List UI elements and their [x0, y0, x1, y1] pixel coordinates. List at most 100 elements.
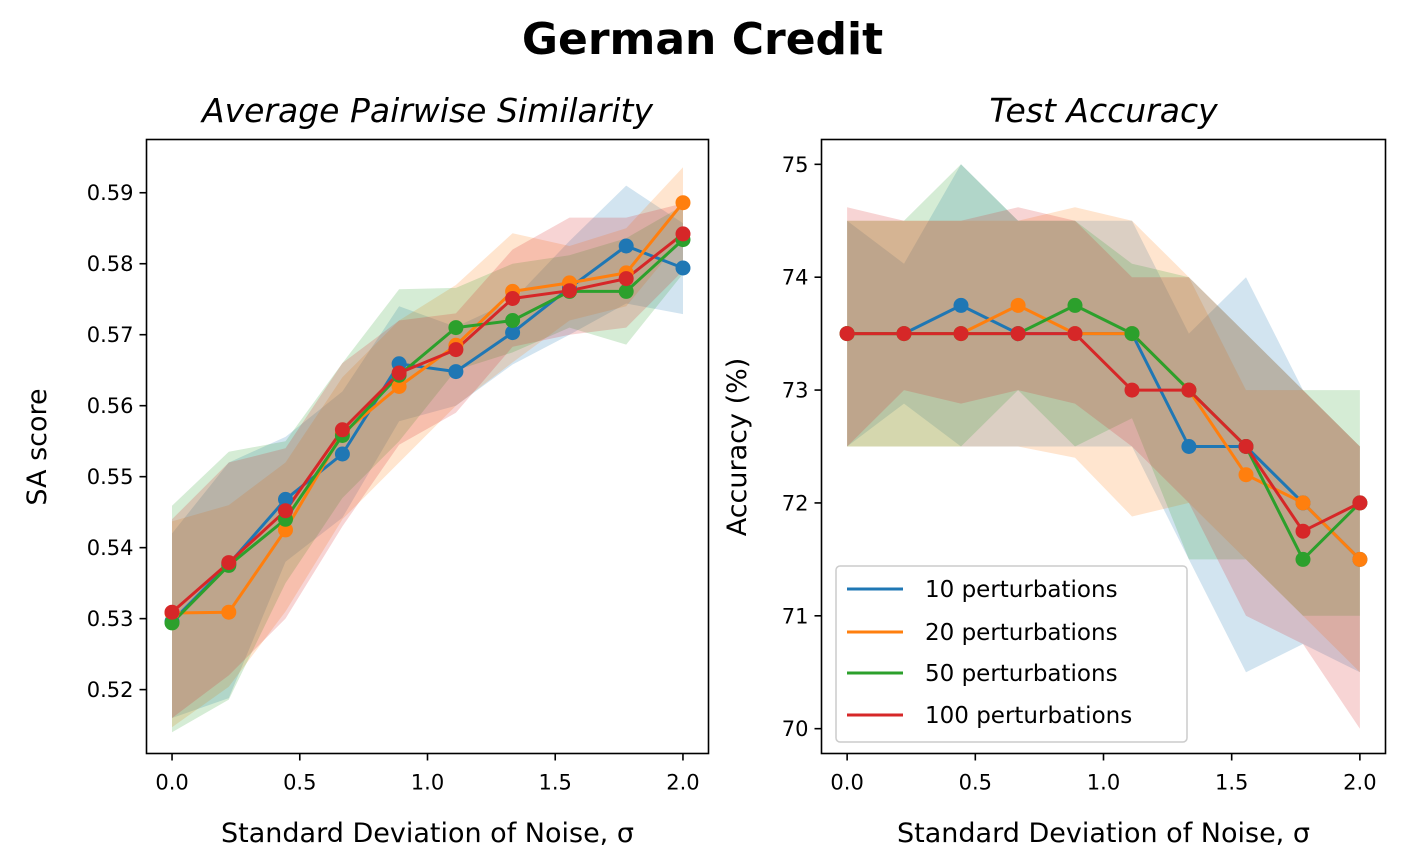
left-x-ticks: 0.0 0.5 1.0 1.5 2.0 — [155, 753, 700, 795]
right-series-lines — [847, 303, 1361, 561]
y-tick-label: 0.53 — [87, 607, 134, 631]
right-confidence-bands — [847, 164, 1360, 729]
data-point — [1295, 495, 1311, 511]
y-tick-label: 0.55 — [87, 465, 134, 489]
y-tick-label: 74 — [782, 266, 809, 290]
data-point — [505, 325, 521, 341]
data-point — [164, 604, 180, 620]
left-y-ticks: 0.52 0.53 0.54 0.55 0.56 0.57 0.58 0.59 — [87, 181, 147, 702]
confidence-band — [172, 185, 683, 719]
data-point — [505, 291, 521, 306]
y-tick-label: 71 — [782, 604, 809, 628]
confidence-band — [847, 164, 1360, 673]
data-point — [1295, 551, 1311, 567]
x-tick-label: 1.5 — [539, 771, 572, 795]
y-tick-label: 0.56 — [87, 394, 134, 418]
series-line — [171, 201, 685, 615]
x-tick-label: 2.0 — [1343, 771, 1376, 795]
data-point — [278, 522, 293, 538]
legend-entry: 100 perturbations — [847, 703, 1132, 729]
data-point — [278, 503, 293, 519]
figure-title: German Credit — [521, 14, 884, 65]
legend-label: 20 perturbations — [925, 620, 1118, 646]
left-chart-title: Average Pairwise Similarity — [200, 91, 653, 130]
x-tick-label: 1.0 — [411, 771, 444, 795]
data-point — [1181, 382, 1197, 398]
right-y-axis-label: Accuracy (%) — [722, 358, 753, 537]
y-tick-label: 0.52 — [87, 678, 134, 702]
legend-label: 100 perturbations — [925, 703, 1132, 729]
chart-left: Average Pairwise Similarity 0.0 0.5 1.0 1.5… — [22, 91, 710, 849]
data-point — [896, 326, 912, 342]
data-point — [221, 555, 237, 571]
y-tick-label: 0.57 — [87, 323, 134, 347]
y-tick-label: 72 — [782, 491, 809, 515]
x-tick-label: 0.0 — [830, 771, 863, 795]
right-x-ticks: 0.0 0.5 1.0 1.5 2.0 — [830, 753, 1377, 795]
legend-entry: 50 perturbations — [847, 661, 1118, 687]
confidence-band — [847, 207, 1360, 729]
right-x-axis-label: Standard Deviation of Noise, σ — [897, 818, 1310, 849]
data-point — [391, 379, 407, 394]
confidence-band — [172, 167, 683, 728]
data-point — [334, 446, 350, 462]
data-point — [1067, 297, 1083, 313]
data-point — [1181, 439, 1197, 454]
data-point — [675, 226, 691, 242]
left-y-axis-label: SA score — [22, 388, 53, 505]
data-point — [448, 320, 464, 336]
confidence-band — [847, 207, 1360, 673]
data-point — [953, 326, 969, 342]
y-tick-label: 73 — [782, 379, 809, 403]
data-point — [953, 297, 969, 313]
y-tick-label: 0.58 — [87, 252, 134, 276]
left-series-lines — [170, 201, 685, 624]
data-point — [391, 365, 407, 381]
data-point — [839, 326, 855, 342]
x-tick-label: 0.5 — [959, 771, 992, 795]
left-confidence-bands — [172, 167, 683, 733]
chart-right: Test Accuracy 0.0 0.5 1.0 1.5 2.0 70 71 72 73 74… — [722, 91, 1387, 849]
y-tick-label: 70 — [782, 717, 809, 741]
data-point — [1124, 382, 1140, 398]
x-tick-label: 0.5 — [283, 771, 316, 795]
data-point — [675, 260, 691, 276]
legend-label: 10 perturbations — [925, 577, 1118, 603]
y-tick-label: 75 — [782, 153, 809, 177]
y-tick-label: 0.59 — [87, 181, 134, 205]
legend-entry: 10 perturbations — [847, 577, 1118, 603]
series-line — [171, 232, 684, 614]
data-point — [1352, 551, 1368, 567]
data-point — [278, 491, 293, 507]
data-point — [221, 604, 237, 620]
data-point — [164, 615, 180, 631]
legend-label: 50 perturbations — [925, 661, 1118, 687]
x-tick-label: 0.0 — [155, 771, 188, 795]
data-point — [1295, 523, 1311, 539]
data-point — [1124, 326, 1140, 342]
data-point — [505, 313, 521, 328]
confidence-band — [172, 205, 683, 733]
series-line — [170, 238, 685, 624]
data-point — [334, 422, 350, 438]
right-chart-title: Test Accuracy — [989, 91, 1218, 130]
series-line — [847, 332, 1361, 533]
left-series-markers — [164, 195, 691, 631]
data-point — [1010, 326, 1026, 342]
data-point — [1238, 467, 1254, 483]
confidence-band — [847, 164, 1360, 616]
right-y-ticks: 70 71 72 73 74 75 — [782, 153, 822, 741]
confidence-band — [172, 203, 683, 718]
data-point — [448, 364, 464, 380]
data-point — [618, 283, 634, 299]
data-point — [562, 283, 577, 299]
right-series-markers — [839, 297, 1368, 567]
legend: 10 perturbations 20 perturbations 50 per… — [835, 565, 1188, 743]
x-tick-label: 1.5 — [1215, 771, 1248, 795]
data-point — [1352, 495, 1368, 511]
data-point — [1010, 297, 1026, 313]
data-point — [675, 195, 691, 211]
left-x-axis-label: Standard Deviation of Noise, σ — [221, 818, 634, 849]
data-point — [1067, 326, 1083, 342]
